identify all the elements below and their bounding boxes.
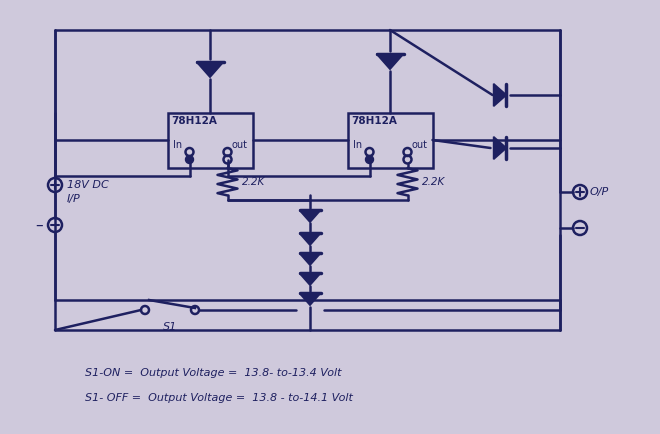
- Polygon shape: [197, 62, 224, 77]
- Polygon shape: [300, 273, 321, 285]
- Polygon shape: [494, 137, 506, 159]
- Text: out: out: [232, 140, 248, 150]
- Polygon shape: [300, 210, 321, 222]
- Polygon shape: [376, 54, 403, 69]
- Text: S1-ON =  Output Voltage =  13.8- to-13.4 Volt: S1-ON = Output Voltage = 13.8- to-13.4 V…: [85, 368, 341, 378]
- Polygon shape: [494, 84, 506, 106]
- Polygon shape: [300, 233, 321, 245]
- Circle shape: [366, 155, 374, 164]
- Text: 2.2K: 2.2K: [242, 177, 265, 187]
- Polygon shape: [300, 253, 321, 265]
- Text: 78H12A: 78H12A: [352, 116, 397, 126]
- Text: –: –: [36, 217, 43, 233]
- Text: 78H12A: 78H12A: [172, 116, 217, 126]
- Circle shape: [185, 155, 193, 164]
- Polygon shape: [300, 293, 321, 305]
- Text: 18V DC: 18V DC: [67, 180, 109, 190]
- Text: 2.2K: 2.2K: [422, 177, 445, 187]
- Text: S1: S1: [163, 322, 177, 332]
- Text: In: In: [352, 140, 362, 150]
- Text: O/P: O/P: [590, 187, 609, 197]
- Text: S1- OFF =  Output Voltage =  13.8 - to-14.1 Volt: S1- OFF = Output Voltage = 13.8 - to-14.…: [85, 393, 353, 403]
- Text: I/P: I/P: [67, 194, 81, 204]
- Text: In: In: [172, 140, 182, 150]
- Text: out: out: [411, 140, 428, 150]
